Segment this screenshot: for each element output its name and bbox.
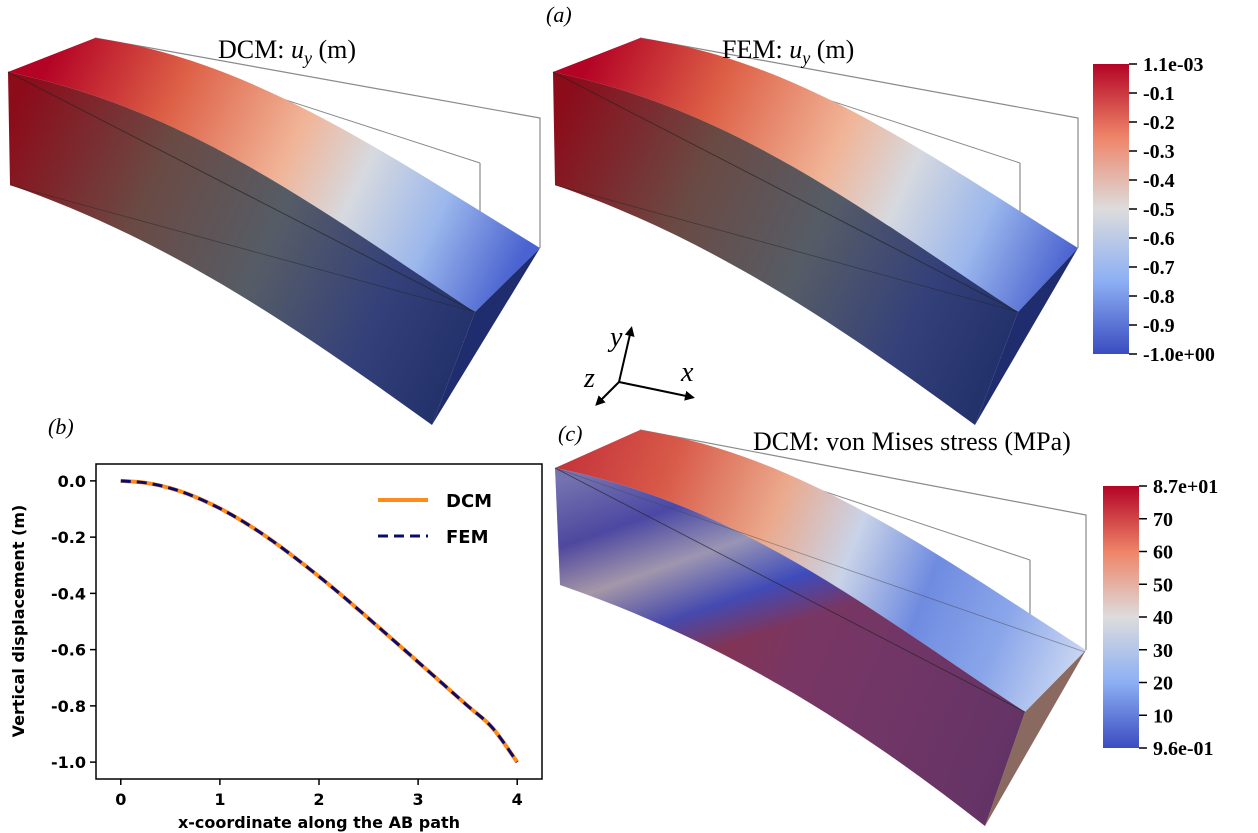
- y-tick-label: 0.0: [58, 472, 86, 491]
- y-tick-label: -1.0: [51, 753, 86, 772]
- fem-uy-title: FEM: uy (m): [722, 35, 854, 68]
- x-axis-label: x-coordinate along the AB path: [178, 813, 460, 832]
- y-tick-label: -0.2: [51, 528, 86, 547]
- dcm-title-prefix: DCM:: [218, 35, 291, 64]
- y-tick-label: -0.6: [51, 641, 86, 660]
- fem-title-unit: (m): [810, 35, 854, 64]
- colorbar-displacement: 1.1e-03 -0.1 -0.2 -0.3 -0.4 -0.5 -0.6 -0.7 -0.8 -…: [1093, 54, 1215, 366]
- x-tick-label: 4: [512, 790, 523, 809]
- x-tick-label: 1: [214, 790, 225, 809]
- dcm-uy-title: DCM: uy (m): [218, 35, 356, 68]
- colorbar-stress: 8.7e+01 70 60 50 40 30 20 10 9.6e-01: [1103, 476, 1218, 760]
- legend-dcm: DCM: [446, 491, 492, 512]
- fem-title-prefix: FEM:: [722, 35, 789, 64]
- colorbar-displacement-label-4: -0.4: [1143, 170, 1175, 192]
- x-tick-label: 0: [115, 790, 126, 809]
- panel-label-c: (c): [558, 421, 582, 446]
- displacement-line-chart: 0 1 2 3 4 0.0 -0.2 -0.4 -0.6 -0.8 -1.0 x-coordinat…: [9, 463, 543, 832]
- coordinate-axes-glyph: y x z: [583, 322, 695, 406]
- dcm-title-unit: (m): [312, 35, 356, 64]
- y-tick-label: -0.4: [51, 584, 86, 603]
- y-axis-label: Vertical displacement (m): [9, 505, 28, 738]
- colorbar-displacement-label-3: -0.3: [1143, 141, 1175, 163]
- colorbar-stress-label-2: 60: [1153, 542, 1173, 564]
- colorbar-stress-label-3: 50: [1153, 574, 1173, 596]
- colorbar-displacement-label-7: -0.7: [1143, 257, 1175, 279]
- axis-glyph-y: y: [607, 322, 623, 353]
- colorbar-stress-label-8: 9.6e-01: [1153, 738, 1214, 760]
- axis-glyph-x: x: [680, 357, 694, 388]
- dcm-title-sub: y: [302, 48, 312, 68]
- beam-fem-displacement: [552, 37, 1079, 425]
- colorbar-stress-label-4: 40: [1153, 607, 1173, 629]
- x-tick-label: 3: [413, 790, 424, 809]
- series-line-dcm: [120, 478, 519, 764]
- von-mises-title: DCM: von Mises stress (MPa): [753, 427, 1071, 456]
- colorbar-stress-label-5: 30: [1153, 640, 1173, 662]
- beam-dcm-von-mises: [554, 429, 1087, 826]
- series-line-fem: [120, 479, 519, 763]
- colorbar-displacement-label-9: -0.9: [1143, 315, 1175, 337]
- colorbar-displacement-label-6: -0.6: [1143, 228, 1175, 250]
- colorbar-displacement-label-2: -0.2: [1143, 112, 1175, 134]
- beam-dcm-displacement: [7, 37, 541, 425]
- colorbar-displacement-label-1: -0.1: [1143, 83, 1175, 105]
- legend: DCM FEM: [378, 491, 492, 548]
- colorbar-displacement-label-8: -0.8: [1143, 286, 1175, 308]
- colorbar-stress-label-0: 8.7e+01: [1153, 476, 1218, 498]
- colorbar-stress-label-6: 20: [1153, 673, 1173, 695]
- fem-title-sub: y: [800, 48, 810, 68]
- chart-ticks: 0 1 2 3 4 0.0 -0.2 -0.4 -0.6 -0.8 -1.0: [51, 472, 523, 809]
- colorbar-displacement-label-5: -0.5: [1143, 199, 1175, 221]
- colorbar-stress-label-7: 10: [1153, 705, 1173, 727]
- colorbar-displacement-label-10: -1.0e+00: [1143, 344, 1215, 366]
- dcm-title-var: u: [291, 35, 304, 64]
- panel-label-a: (a): [546, 2, 572, 27]
- colorbar-stress-label-1: 70: [1153, 509, 1173, 531]
- y-tick-label: -0.8: [51, 697, 86, 716]
- panel-label-b: (b): [48, 414, 74, 439]
- x-tick-label: 2: [313, 790, 324, 809]
- axis-glyph-z: z: [583, 363, 595, 394]
- fem-title-var: u: [789, 35, 802, 64]
- colorbar-displacement-label-0: 1.1e-03: [1143, 54, 1204, 76]
- legend-fem: FEM: [446, 527, 489, 548]
